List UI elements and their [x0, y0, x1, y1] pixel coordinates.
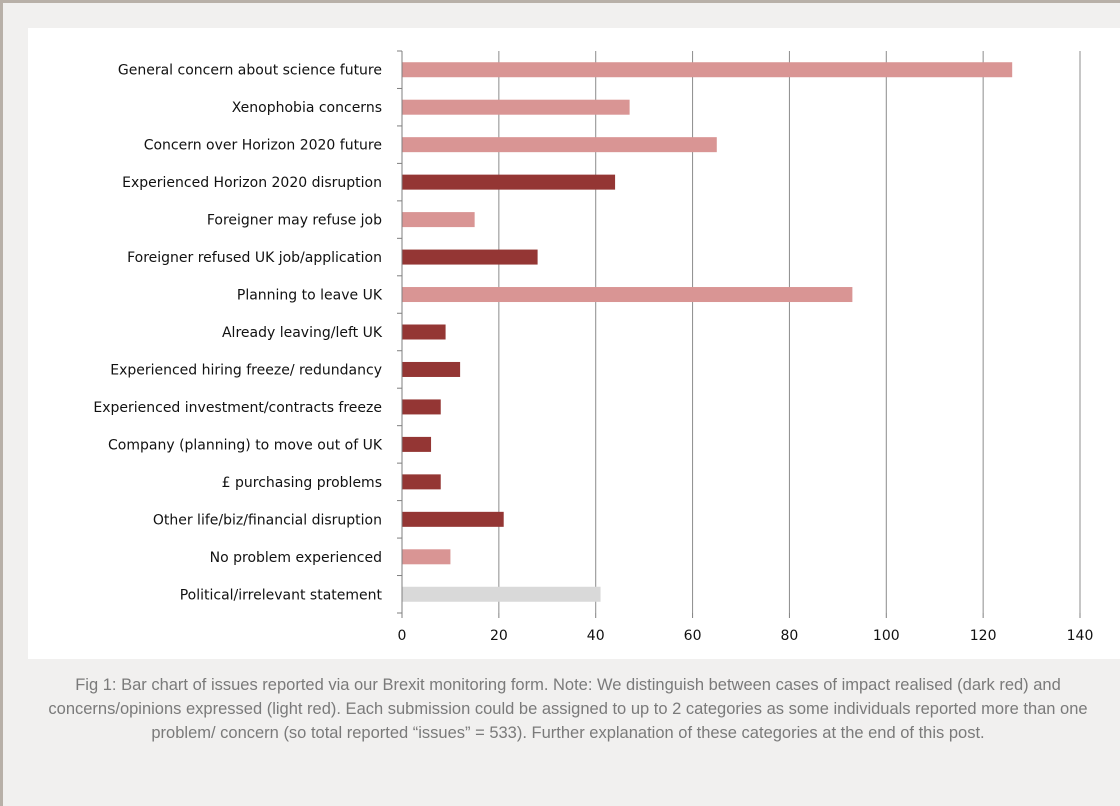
x-tick-label-1: 20: [490, 628, 508, 644]
chart-panel: General concern about science future Xeno…: [28, 28, 1120, 659]
category-label-10: Company (planning) to move out of UK: [108, 437, 383, 453]
category-label-6: Planning to leave UK: [237, 288, 383, 304]
bar-2: [402, 137, 717, 153]
x-tick-label-4: 80: [781, 628, 799, 644]
bar-3: [402, 174, 616, 190]
bar-8: [402, 361, 461, 377]
category-label-5: Foreigner refused UK job/application: [127, 250, 382, 266]
bar-14: [402, 586, 601, 602]
category-label-7: Already leaving/left UK: [222, 325, 383, 341]
bar-11: [402, 474, 441, 490]
bar-5: [402, 249, 538, 265]
category-label-11: £ purchasing problems: [222, 475, 382, 491]
bar-4: [402, 212, 475, 228]
x-tick-label-7: 140: [1067, 628, 1094, 644]
category-label-2: Concern over Horizon 2020 future: [144, 138, 382, 154]
category-label-1: Xenophobia concerns: [232, 100, 382, 116]
bar-9: [402, 399, 441, 415]
bar-1: [402, 99, 630, 115]
bar-6: [402, 287, 853, 303]
category-label-4: Foreigner may refuse job: [207, 213, 382, 229]
bar-10: [402, 436, 432, 452]
category-label-8: Experienced hiring freeze/ redundancy: [110, 362, 382, 378]
category-label-0: General concern about science future: [118, 63, 382, 79]
x-tick-label-0: 0: [398, 628, 407, 644]
bar-13: [402, 549, 451, 565]
x-tick-label-2: 40: [587, 628, 605, 644]
bar-7: [402, 324, 446, 340]
figure-caption: Fig 1: Bar chart of issues reported via …: [48, 676, 1088, 742]
bar-chart: General concern about science future Xeno…: [93, 50, 1094, 644]
category-label-14: Political/irrelevant statement: [180, 587, 383, 603]
category-label-3: Experienced Horizon 2020 disruption: [122, 175, 382, 191]
category-label-12: Other life/biz/financial disruption: [153, 512, 382, 528]
x-tick-label-3: 60: [684, 628, 702, 644]
x-tick-label-6: 120: [970, 628, 997, 644]
category-label-13: No problem experienced: [210, 550, 382, 566]
bar-12: [402, 511, 504, 527]
bar-0: [402, 62, 1013, 78]
x-tick-label-5: 100: [873, 628, 900, 644]
category-label-9: Experienced investment/contracts freeze: [93, 400, 382, 416]
